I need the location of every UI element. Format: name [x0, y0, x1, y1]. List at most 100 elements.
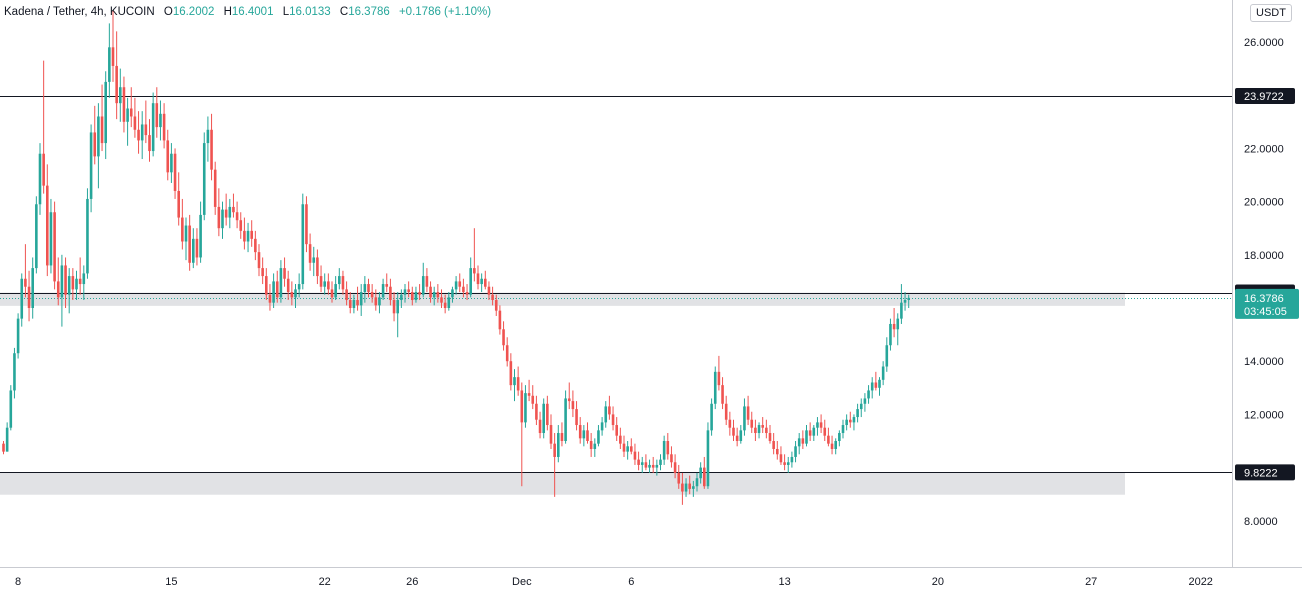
candle-body [578, 425, 582, 439]
candle-body [330, 289, 334, 298]
candle-body [275, 281, 279, 298]
candle-body [286, 278, 290, 293]
y-tick-label: 20.0000 [1244, 197, 1284, 209]
candle-body [319, 276, 323, 287]
candle-body [666, 441, 670, 455]
candle-body [104, 81, 107, 144]
candle-body [13, 353, 16, 391]
x-tick-label: 15 [165, 576, 177, 588]
close-value: 16.3786 [348, 6, 390, 18]
candle-body [447, 297, 451, 308]
candle-body [856, 409, 859, 418]
candle-body [484, 278, 487, 287]
countdown-label: 03:45:05 [1244, 306, 1287, 318]
candle-body [786, 462, 790, 465]
candle-body [619, 435, 622, 444]
candle-body [2, 443, 5, 452]
currency-button[interactable]: USDT [1250, 4, 1292, 22]
candle-body [900, 302, 903, 319]
candle-body [706, 430, 710, 487]
candle-body [600, 422, 604, 431]
x-tick-label: 13 [778, 576, 790, 588]
candle-body [308, 244, 312, 263]
candle-body [903, 300, 907, 303]
candle-body [852, 417, 856, 423]
candle-body [670, 454, 673, 463]
candle-body [35, 204, 38, 269]
candle-body [768, 433, 772, 441]
candle-body [265, 276, 268, 295]
candle-body [513, 377, 516, 386]
candle-body [181, 217, 184, 242]
candle-body [290, 292, 294, 298]
candle-body [794, 446, 797, 457]
candle-body [808, 430, 812, 436]
candle-body [440, 297, 443, 303]
candle-body [783, 462, 786, 465]
candle-body [776, 448, 779, 455]
candle-body [527, 393, 531, 396]
y-tick-label: 22.0000 [1244, 143, 1284, 155]
candle-body [699, 467, 702, 479]
candle-body [608, 406, 611, 415]
candle-body [294, 289, 297, 298]
candle-body [31, 268, 34, 308]
candle-body [177, 190, 180, 218]
candle-body [553, 443, 556, 457]
candle-body [42, 153, 45, 186]
candle-body [724, 403, 728, 420]
candle-body [352, 300, 356, 308]
symbol-legend: Kadena / Tether, 4h, KUCOIN O16.2002 H16… [4, 6, 491, 18]
candle-body [659, 459, 662, 465]
candle-body [232, 206, 235, 213]
candle-body [24, 278, 27, 287]
candle-body [710, 403, 713, 431]
candle-body [509, 361, 513, 386]
candle-body [615, 425, 618, 436]
candle-body [473, 268, 476, 274]
candle-body [571, 401, 575, 410]
candle-body [20, 278, 24, 319]
last-price-tag [1235, 288, 1299, 319]
candle-body [662, 441, 666, 460]
x-tick-label: 2022 [1188, 576, 1212, 588]
x-tick-label: 20 [932, 576, 944, 588]
candle-body [418, 292, 421, 295]
candle-body [637, 459, 640, 465]
last-price-label: 16.3786 [1244, 293, 1284, 305]
candle-body [494, 300, 498, 311]
candle-body [713, 371, 717, 404]
candle-body [356, 300, 359, 306]
candle-body [805, 430, 808, 444]
candle-body [367, 284, 370, 293]
candle-body [323, 281, 326, 287]
candle-body [407, 289, 410, 293]
candle-body [443, 302, 447, 308]
candle-body [575, 409, 578, 426]
candle-body [487, 286, 491, 295]
candle-body [217, 206, 221, 229]
candle-body [648, 464, 651, 468]
candle-body [765, 427, 768, 434]
candle-body [272, 281, 275, 303]
price-zone [0, 472, 1125, 495]
candle-body [622, 443, 626, 452]
candle-body [779, 454, 783, 463]
candle-body [151, 103, 155, 152]
level-tag [1235, 464, 1295, 481]
candle-body [604, 406, 608, 423]
candle-body [228, 206, 232, 218]
candle-body [597, 430, 600, 444]
candle-body [812, 427, 816, 436]
y-tick-label: 14.0000 [1244, 356, 1284, 368]
high-label: H [223, 6, 232, 18]
y-tick-label: 18.0000 [1244, 250, 1284, 262]
candle-body [16, 318, 20, 354]
candle-body [692, 486, 695, 489]
level-tag [1235, 87, 1295, 104]
candle-body [630, 446, 633, 452]
candle-body [119, 87, 122, 104]
candle-body [546, 403, 549, 426]
symbol-title: Kadena / Tether, 4h, KUCOIN [4, 6, 155, 18]
candle-body [838, 433, 841, 441]
